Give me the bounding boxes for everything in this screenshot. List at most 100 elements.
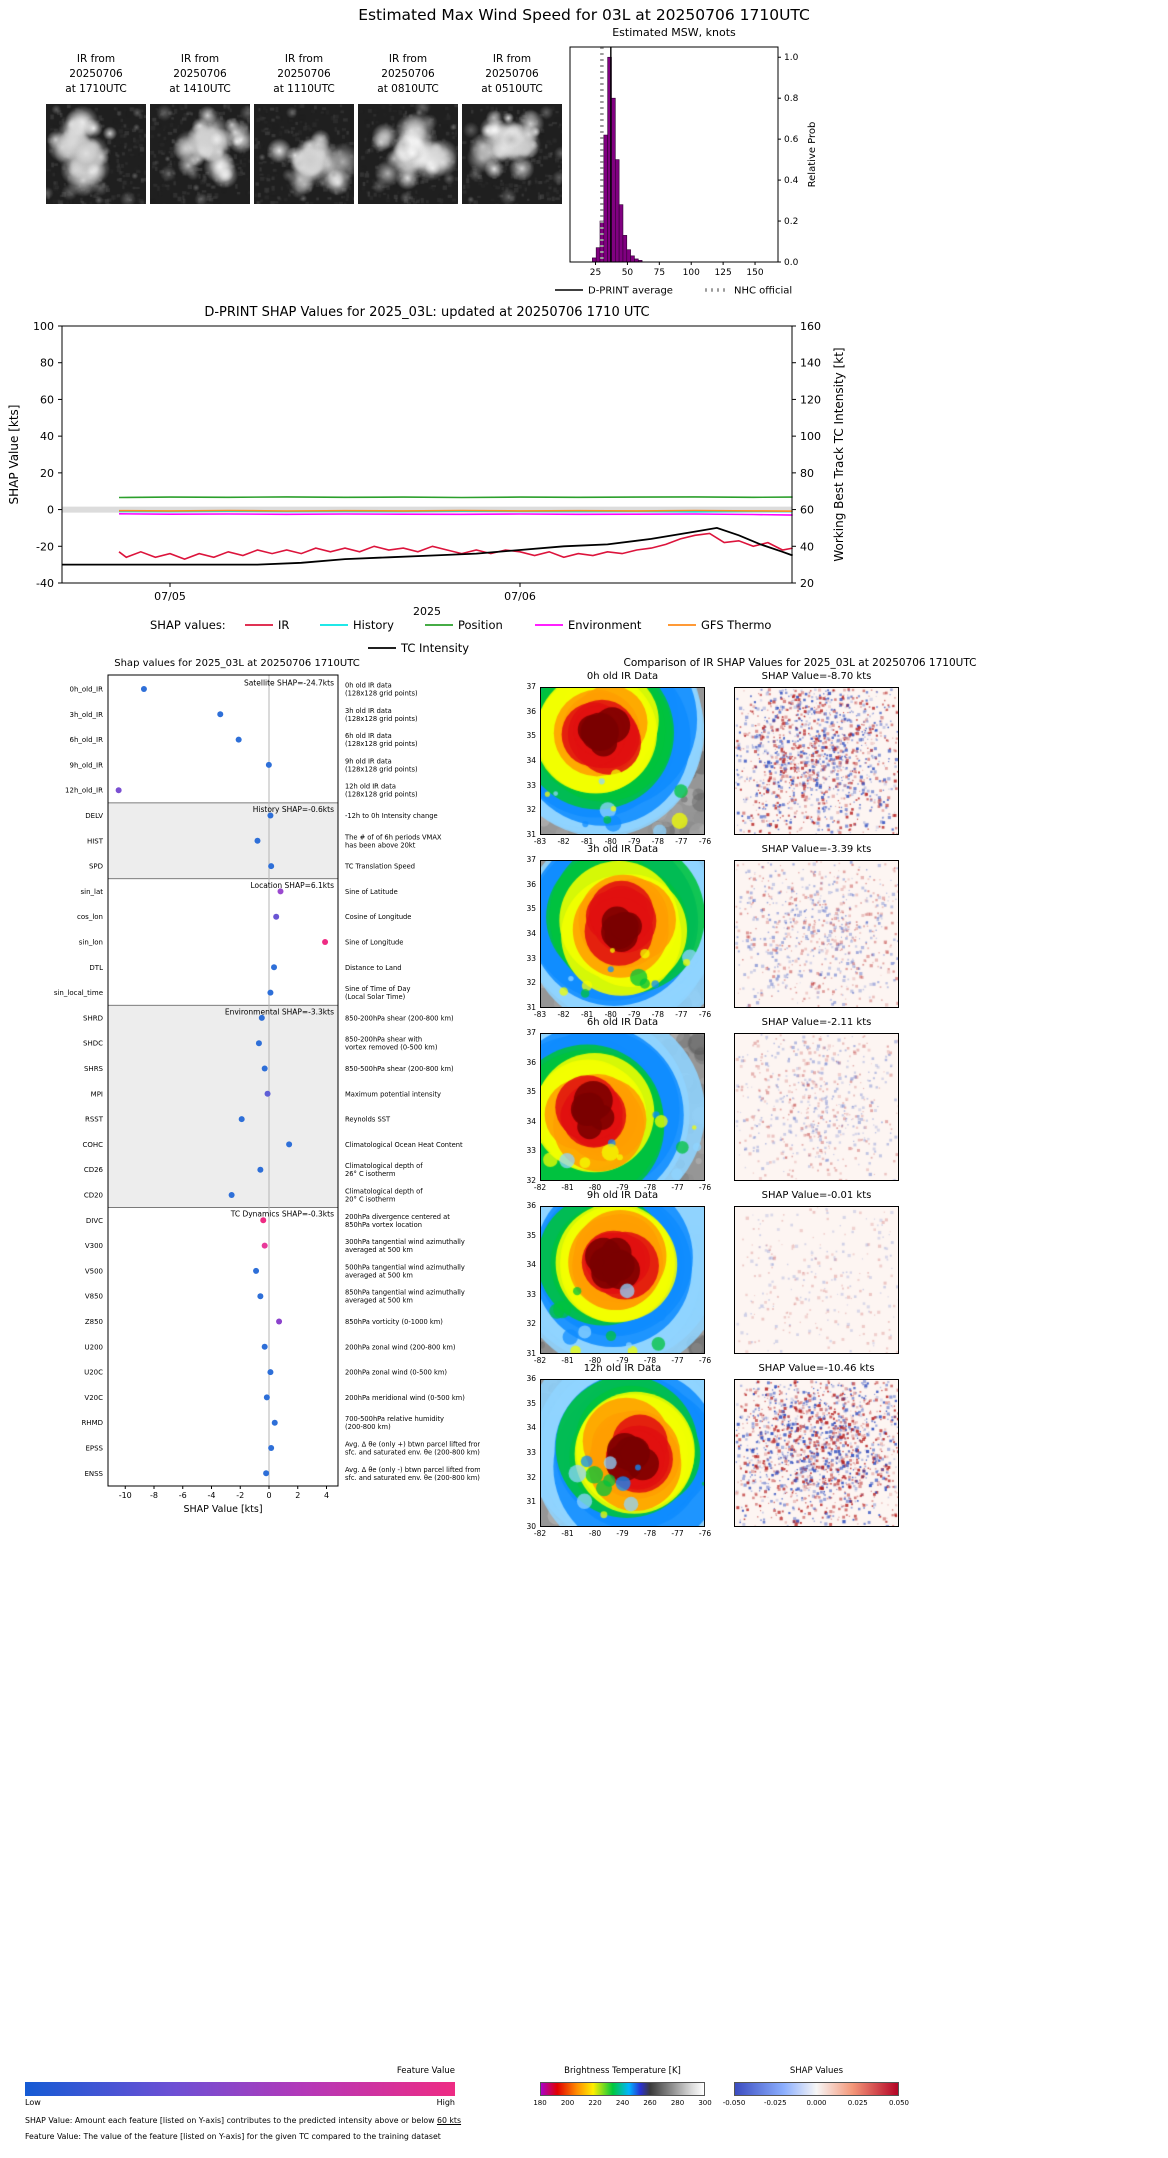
- shap-map-panel: [734, 1379, 899, 1527]
- ir-thumbnail-label-line: at 1410UTC: [169, 83, 231, 95]
- lat-tick-label: 33: [526, 1146, 536, 1156]
- feature-desc: 12h old IR data: [345, 783, 396, 791]
- histogram-x-tick: 50: [622, 268, 634, 278]
- feature-dot: [261, 1065, 268, 1072]
- lat-tick-label: 30: [526, 1522, 536, 1531]
- shap-map-canvas: [735, 1380, 898, 1526]
- feature-dot: [261, 1242, 268, 1249]
- feature-desc: 200hPa meridional wind (0-500 km): [345, 1394, 465, 1402]
- left-axis-tick: 20: [40, 467, 54, 480]
- feature-label: V500: [85, 1267, 103, 1275]
- ir-panel-title: 6h old IR Data: [586, 1017, 659, 1028]
- feature-label: DIVC: [86, 1217, 103, 1225]
- ir-data-canvas: [541, 688, 704, 834]
- ir-data-canvas: [541, 1034, 704, 1180]
- lon-tick-label: -79: [616, 1356, 629, 1365]
- feature-value-high-label: High: [436, 2098, 455, 2107]
- feature-desc: 20° C isotherm: [345, 1196, 395, 1204]
- ir-thumbnail-label-line: IR from: [388, 53, 428, 65]
- lon-tick-label: -76: [698, 1010, 712, 1019]
- ir-thumbnail-image: [462, 104, 562, 204]
- feature-dot: [258, 1014, 265, 1021]
- feature-desc: 850hPa vorticity (0-1000 km): [345, 1318, 443, 1326]
- right-axis-title: Working Best Track TC Intensity [kt]: [832, 347, 846, 561]
- feature-desc: Maximum potential intensity: [345, 1090, 441, 1098]
- feature-desc: averaged at 500 km: [345, 1271, 413, 1279]
- x-axis-tick: 07/06: [504, 590, 536, 603]
- feature-desc: 850-200hPa shear (200-800 km): [345, 1014, 454, 1022]
- feature-desc: 200hPa zonal wind (0-500 km): [345, 1369, 447, 1377]
- right-axis-tick: 60: [800, 504, 814, 517]
- feature-desc: Cosine of Longitude: [345, 913, 411, 921]
- x-tick: -4: [208, 1491, 216, 1500]
- feature-desc: (128x128 grid points): [345, 765, 418, 773]
- group-header: History SHAP=-0.6kts: [253, 805, 334, 814]
- feature-dot: [265, 761, 272, 768]
- feature-dot: [261, 1343, 268, 1350]
- feature-desc: averaged at 500 km: [345, 1246, 413, 1254]
- lon-tick-label: -80: [604, 1010, 617, 1019]
- ir-thumbnail-image: [358, 104, 458, 204]
- feature-desc: Sine of Time of Day: [345, 985, 410, 993]
- shap-map-canvas: [735, 861, 898, 1007]
- x-tick: 2: [295, 1491, 300, 1500]
- ir-thumbnail-label-line: IR from: [76, 53, 116, 65]
- series-gfs-thermo: [118, 509, 793, 512]
- feature-desc: 700-500hPa relative humidity: [345, 1415, 444, 1423]
- ir-thumbnail-label-line: at 1110UTC: [273, 83, 335, 95]
- feature-dot: [267, 1369, 274, 1376]
- lat-tick-label: 34: [526, 1116, 536, 1126]
- ir-thumbnail-label: IR from 20250706 at 1710UTC: [46, 52, 146, 97]
- ir-thumbnail-image: [254, 104, 354, 204]
- feature-desc: Avg. Δ θe (only -) btwn parcel lifted fr…: [345, 1466, 480, 1474]
- lon-tick-label: -77: [671, 1356, 684, 1365]
- lat-tick-label: 32: [526, 1472, 536, 1482]
- shap-colorbar: [734, 2082, 899, 2096]
- left-axis-tick: -40: [36, 577, 54, 590]
- lat-tick-label: 37: [526, 1028, 536, 1037]
- lat-tick-label: 32: [526, 978, 536, 988]
- shap-value-footnote: SHAP Value: Amount each feature [listed …: [25, 2116, 505, 2125]
- lat-tick-label: 32: [526, 1319, 536, 1329]
- feature-dot: [267, 989, 274, 996]
- feature-dot: [267, 812, 274, 819]
- lon-tick-label: -79: [628, 837, 641, 846]
- lon-tick-label: -78: [643, 1356, 657, 1365]
- legend-item: Environment: [568, 618, 642, 632]
- ir-thumbnail-canvas: [46, 104, 146, 204]
- feature-dot: [268, 863, 275, 870]
- feature-desc: (128x128 grid points): [345, 791, 418, 799]
- feature-desc: 26° C isotherm: [345, 1170, 395, 1178]
- legend-dprint-average: D-PRINT average: [588, 286, 673, 297]
- bt-colorbar: [540, 2082, 705, 2096]
- feature-value-footnote: Feature Value: The value of the feature …: [25, 2132, 441, 2141]
- histogram-bar: [618, 204, 624, 263]
- ir-thumbnail-label-line: 20250706: [69, 68, 123, 80]
- feature-dot: [253, 1267, 260, 1274]
- ir-thumbnail-label-line: IR from: [180, 53, 220, 65]
- feature-dot: [254, 837, 261, 844]
- right-axis-tick: 140: [800, 357, 821, 370]
- lon-tick-label: -79: [616, 1529, 629, 1538]
- lat-tick-label: 33: [526, 953, 536, 963]
- timeseries-title: D-PRINT SHAP Values for 2025_03L: update…: [204, 305, 649, 320]
- feature-dot: [277, 888, 284, 895]
- lat-tick-label: 35: [526, 904, 536, 914]
- feature-desc: (128x128 grid points): [345, 740, 418, 748]
- ir-thumbnail-label-line: at 0810UTC: [377, 83, 439, 95]
- feature-desc: The # of of 6h periods VMAX: [344, 833, 442, 841]
- x-axis-label: 2025: [413, 605, 441, 618]
- legend-item: GFS Thermo: [701, 618, 771, 632]
- feature-desc: 6h old IR data: [345, 732, 392, 740]
- feature-desc: Reynolds SST: [345, 1116, 391, 1124]
- feature-desc: (200-800 km): [345, 1423, 391, 1431]
- lon-tick-label: -80: [588, 1183, 602, 1192]
- feature-dot: [271, 1419, 278, 1426]
- shap-map-panel: [734, 1206, 899, 1354]
- lat-tick-label: 34: [526, 929, 536, 938]
- left-axis-tick: 100: [33, 320, 54, 333]
- right-axis-tick: 40: [800, 540, 814, 553]
- feature-label: EPSS: [85, 1445, 103, 1453]
- histogram-x-tick: 150: [746, 268, 763, 278]
